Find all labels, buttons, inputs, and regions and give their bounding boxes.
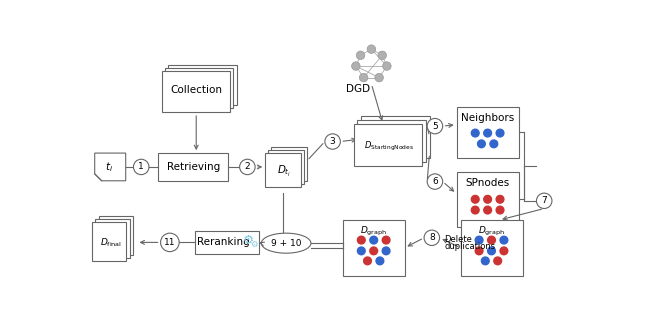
Bar <box>361 116 430 158</box>
Text: 2: 2 <box>245 162 250 171</box>
Text: 8: 8 <box>429 233 435 242</box>
Text: 1: 1 <box>138 162 144 171</box>
Circle shape <box>364 257 371 265</box>
Text: 5: 5 <box>432 122 438 131</box>
Ellipse shape <box>356 51 365 60</box>
Circle shape <box>496 195 504 203</box>
Text: Reranking: Reranking <box>197 237 250 247</box>
Ellipse shape <box>427 118 443 134</box>
Circle shape <box>481 257 489 265</box>
Text: $D_{\mathregular{final}}$: $D_{\mathregular{final}}$ <box>100 237 122 249</box>
Bar <box>461 220 523 275</box>
Polygon shape <box>95 153 126 181</box>
Circle shape <box>357 236 365 244</box>
Ellipse shape <box>382 62 391 70</box>
Bar <box>99 216 132 255</box>
Circle shape <box>490 140 497 148</box>
Text: Delete: Delete <box>444 235 472 244</box>
Circle shape <box>382 247 390 255</box>
Text: $D_{t_i}$: $D_{t_i}$ <box>277 164 292 179</box>
Circle shape <box>382 236 390 244</box>
Ellipse shape <box>427 174 443 189</box>
Bar <box>162 71 231 111</box>
Text: 7: 7 <box>541 196 547 205</box>
Circle shape <box>500 236 508 244</box>
Circle shape <box>484 195 492 203</box>
Text: ⚙: ⚙ <box>242 234 254 247</box>
Circle shape <box>488 236 495 244</box>
Bar <box>342 220 404 275</box>
Ellipse shape <box>536 193 552 209</box>
Ellipse shape <box>134 159 149 175</box>
Bar <box>353 124 422 166</box>
Ellipse shape <box>240 159 255 175</box>
Ellipse shape <box>424 230 439 245</box>
Ellipse shape <box>378 51 386 60</box>
Text: Retrieving: Retrieving <box>167 162 220 172</box>
Circle shape <box>500 247 508 255</box>
Bar <box>357 120 426 162</box>
Circle shape <box>484 206 492 214</box>
Text: 3: 3 <box>329 137 335 146</box>
Text: ⚙: ⚙ <box>250 240 257 249</box>
Text: SPnodes: SPnodes <box>466 178 510 188</box>
Ellipse shape <box>367 45 375 53</box>
Circle shape <box>494 257 501 265</box>
Bar <box>457 171 519 227</box>
Bar <box>92 222 127 261</box>
Text: 11: 11 <box>164 238 176 247</box>
Circle shape <box>376 257 384 265</box>
Text: Collection: Collection <box>171 85 222 95</box>
Circle shape <box>472 129 479 137</box>
Bar <box>271 147 307 181</box>
Ellipse shape <box>262 233 311 253</box>
Bar <box>165 68 233 109</box>
Circle shape <box>496 129 504 137</box>
Bar <box>457 107 519 158</box>
Bar <box>268 150 304 184</box>
Text: Neighbors: Neighbors <box>461 113 514 123</box>
Circle shape <box>472 195 479 203</box>
Circle shape <box>370 236 377 244</box>
Bar <box>158 153 228 181</box>
Text: 6: 6 <box>432 177 438 186</box>
Bar <box>96 219 130 258</box>
Bar <box>266 153 301 187</box>
Ellipse shape <box>325 134 340 149</box>
Circle shape <box>472 206 479 214</box>
Text: $D_{\mathregular{graph}}$: $D_{\mathregular{graph}}$ <box>478 225 505 238</box>
Ellipse shape <box>351 62 360 70</box>
Circle shape <box>477 140 485 148</box>
Circle shape <box>488 247 495 255</box>
Circle shape <box>475 247 483 255</box>
Ellipse shape <box>161 233 179 252</box>
Circle shape <box>475 236 483 244</box>
Ellipse shape <box>375 73 383 82</box>
Text: 9 + 10: 9 + 10 <box>271 239 302 248</box>
Ellipse shape <box>359 73 368 82</box>
Circle shape <box>370 247 377 255</box>
Text: $D_{\mathregular{graph}}$: $D_{\mathregular{graph}}$ <box>360 225 387 238</box>
Bar <box>196 231 259 254</box>
Text: $D_{\mathregular{StartingNodes}}$: $D_{\mathregular{StartingNodes}}$ <box>364 140 414 153</box>
Bar <box>169 65 236 105</box>
Text: $t_i$: $t_i$ <box>105 160 114 174</box>
Circle shape <box>484 129 492 137</box>
Circle shape <box>496 206 504 214</box>
Text: duplications: duplications <box>444 243 495 251</box>
Text: DGD: DGD <box>346 84 370 94</box>
Circle shape <box>357 247 365 255</box>
